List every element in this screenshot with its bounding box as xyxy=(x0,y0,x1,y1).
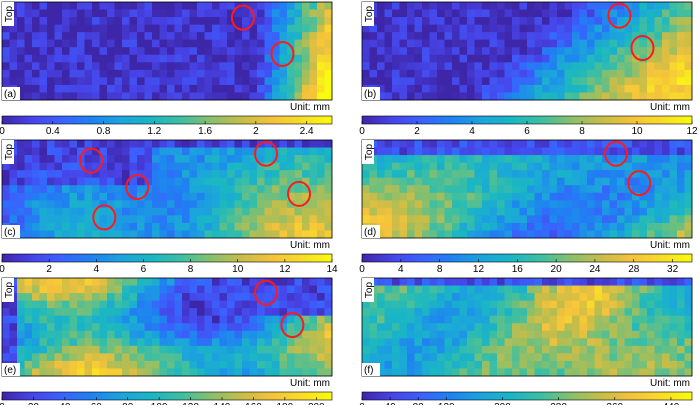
colorbar-tick-label: 0 xyxy=(0,264,5,275)
crack-marker-circle xyxy=(125,174,150,201)
colorbar-tick-label: 8 xyxy=(579,126,585,137)
colorbar-tick-label: 14 xyxy=(326,264,338,275)
panel-d: Top (d) Unit: mm 0 4 8 12 16 20 24 28 32 xyxy=(359,139,693,275)
colorbar-tick-label: 0.8 xyxy=(97,126,111,137)
colorbar-tick-label: 10 xyxy=(232,264,244,275)
top-label: Top xyxy=(364,282,375,299)
panel-label: (f) xyxy=(364,365,373,376)
panel-label: (a) xyxy=(4,89,16,100)
colorbar-tick-label: 1.6 xyxy=(198,126,212,137)
colorbar-tick-label: 12 xyxy=(279,264,291,275)
crack-marker-circle xyxy=(230,4,255,31)
crack-marker-circle xyxy=(607,2,632,29)
crack-marker-circle xyxy=(287,180,311,207)
colorbar-tick-label: 24 xyxy=(589,264,601,275)
deformation-map xyxy=(362,140,693,239)
colorbar-tick-label: 2 xyxy=(414,126,420,137)
colorbar-tick-label: 32 xyxy=(667,264,679,275)
colorbar xyxy=(1,115,333,125)
map-frame xyxy=(1,139,333,239)
crack-marker-circle xyxy=(604,140,629,167)
colorbar-tick-label: 6 xyxy=(524,126,530,137)
panel-e: Top(e)Unit: mm02040608010012014016018020… xyxy=(0,277,333,410)
colorbar-tick-label: 16 xyxy=(512,264,524,275)
top-label: Top xyxy=(4,6,15,23)
colorbar-tick-label: 12 xyxy=(686,126,698,137)
unit-label: Unit: mm xyxy=(290,378,330,389)
top-label: Top xyxy=(4,282,15,299)
crack-marker-circle xyxy=(92,204,117,231)
colorbar xyxy=(361,253,693,263)
colorbar xyxy=(361,391,693,401)
panel-label: (c) xyxy=(4,227,16,238)
unit-label: Unit: mm xyxy=(650,378,690,389)
unit-label: Unit: mm xyxy=(650,240,690,251)
colorbar xyxy=(1,253,333,263)
crack-marker-circle xyxy=(254,140,278,167)
unit-label: Unit: mm xyxy=(650,102,690,113)
colorbar-tick-label: 2 xyxy=(253,126,259,137)
crack-marker-circle xyxy=(270,40,295,67)
unit-label: Unit: mm xyxy=(290,102,330,113)
deformation-map xyxy=(2,140,333,239)
top-label: Top xyxy=(364,144,375,161)
deformation-map xyxy=(2,278,333,377)
colorbar-tick-label: 8 xyxy=(188,264,194,275)
panel-label: (e) xyxy=(4,365,16,376)
unit-label: Unit: mm xyxy=(290,240,330,251)
top-label: Top xyxy=(364,6,375,23)
panel-label: (d) xyxy=(364,227,376,238)
colorbar-tick-label: 6 xyxy=(141,264,147,275)
colorbar-tick-label: 0.4 xyxy=(46,126,60,137)
panel-label: (b) xyxy=(364,89,376,100)
map-frame xyxy=(361,139,693,239)
map-frame xyxy=(1,277,333,377)
map-frame xyxy=(361,277,693,377)
deformation-map xyxy=(2,2,333,101)
deformation-map xyxy=(362,278,693,377)
panel-f: Top(f)Unit: mm04080120200280360440 xyxy=(359,277,693,410)
panel-a: Top (a) Unit: mm 0 0.4 0.8 1.2 1.6 2 2.4 xyxy=(0,1,333,137)
colorbar xyxy=(1,391,333,401)
colorbar-tick-label: 28 xyxy=(628,264,640,275)
colorbar-tick-label: 10 xyxy=(631,126,643,137)
top-label: Top xyxy=(4,144,15,161)
deformation-map xyxy=(362,2,693,101)
colorbar-tick-label: 0 xyxy=(0,126,5,137)
crack-marker-circle xyxy=(254,279,278,306)
panel-c: Top (c) Unit: mm 0 2 4 6 8 10 12 14 xyxy=(0,139,338,275)
panel-b: Top (b) Unit: mm 0 2 4 6 8 10 12 xyxy=(359,1,698,137)
crack-marker-circle xyxy=(627,170,652,197)
crack-marker-circle xyxy=(79,147,104,174)
crack-marker-circle xyxy=(630,35,655,62)
colorbar-tick-label: 0 xyxy=(359,126,365,137)
colorbar-tick-label: 2.4 xyxy=(300,126,314,137)
colorbar-tick-label: 4 xyxy=(469,126,475,137)
map-frame xyxy=(361,1,693,101)
colorbar-tick-label: 20 xyxy=(551,264,563,275)
colorbar-tick-label: 4 xyxy=(94,264,100,275)
map-frame xyxy=(1,1,333,101)
colorbar-tick-label: 2 xyxy=(46,264,52,275)
colorbar-tick-label: 4 xyxy=(398,264,404,275)
colorbar-tick-label: 1.2 xyxy=(147,126,161,137)
crack-marker-circle xyxy=(280,312,305,339)
colorbar-tick-label: 8 xyxy=(437,264,443,275)
colorbar-tick-label: 0 xyxy=(359,264,365,275)
colorbar-tick-label: 12 xyxy=(473,264,485,275)
